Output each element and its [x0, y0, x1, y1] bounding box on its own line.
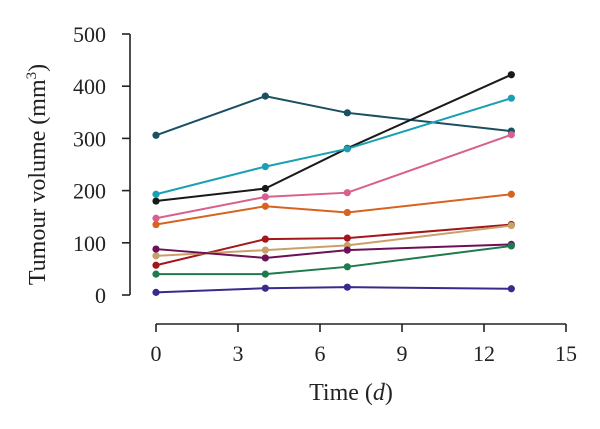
data-point	[507, 131, 515, 139]
data-point	[261, 254, 269, 262]
x-tick-label: 0	[151, 341, 162, 366]
data-point	[152, 261, 160, 269]
data-point	[152, 252, 160, 260]
data-point	[261, 202, 269, 210]
series-group	[152, 71, 515, 296]
data-point	[261, 184, 269, 193]
y-tick-label: 0	[95, 283, 106, 308]
series-line	[155, 73, 512, 203]
x-axis-label-open: (	[359, 380, 373, 406]
y-tick-label: 500	[73, 22, 106, 47]
data-point	[507, 190, 515, 198]
data-point	[261, 246, 269, 254]
data-point	[261, 92, 269, 100]
series-line	[155, 286, 512, 294]
data-point	[152, 245, 160, 253]
data-point	[343, 145, 351, 153]
data-point	[343, 234, 351, 242]
x-axis-label-variable: d	[373, 380, 386, 406]
y-axis-label-text: Tumour volume	[25, 131, 51, 285]
data-point	[152, 214, 160, 222]
series-line	[156, 244, 512, 276]
x-ticks: 0 3 6 9 12 15	[151, 324, 577, 366]
series-line	[155, 243, 512, 259]
data-point	[507, 71, 515, 79]
series-line	[155, 97, 512, 196]
x-axis-label-text: Time	[309, 380, 359, 406]
data-point	[152, 220, 160, 229]
series-line	[155, 133, 512, 220]
data-point	[261, 284, 269, 292]
series-line	[155, 95, 512, 137]
y-tick-label: 100	[73, 231, 106, 256]
x-tick-label: 15	[555, 341, 577, 366]
y-axis-label-unit-exponent: 3	[24, 72, 40, 80]
data-point	[343, 208, 351, 217]
data-point	[507, 285, 515, 293]
y-tick-label: 200	[73, 179, 106, 204]
data-point	[261, 193, 269, 201]
x-axis-label-close: )	[385, 380, 393, 406]
x-tick-label: 6	[315, 341, 326, 366]
y-tick-label: 300	[73, 126, 106, 151]
data-point	[152, 270, 160, 278]
data-point	[343, 283, 351, 291]
data-point	[343, 109, 351, 117]
y-axis-label: Tumour volume (mm3)	[24, 64, 51, 285]
series-line	[155, 193, 512, 226]
data-point	[261, 162, 269, 171]
data-point	[343, 263, 351, 271]
y-axis-label-open: (	[25, 117, 51, 131]
data-point	[507, 221, 515, 230]
x-axis-label: Time (d)	[309, 380, 393, 406]
data-point	[343, 246, 351, 254]
y-ticks: 0 100 200 300 400 500	[73, 22, 130, 308]
data-point	[152, 288, 160, 296]
x-tick-label: 3	[233, 341, 244, 366]
x-tick-label: 12	[473, 341, 495, 366]
y-tick-label: 400	[73, 74, 106, 99]
data-point	[152, 197, 160, 205]
data-point	[507, 94, 515, 102]
axes	[129, 34, 566, 325]
y-axis-label-unit: mm	[25, 79, 51, 117]
series-line	[155, 223, 512, 267]
data-point	[507, 242, 515, 250]
data-point	[152, 131, 160, 139]
y-axis-label-close: )	[25, 64, 51, 72]
data-point	[261, 235, 269, 243]
data-point	[343, 189, 351, 197]
data-point	[261, 270, 269, 278]
data-point	[152, 190, 160, 198]
x-tick-label: 9	[397, 341, 408, 366]
